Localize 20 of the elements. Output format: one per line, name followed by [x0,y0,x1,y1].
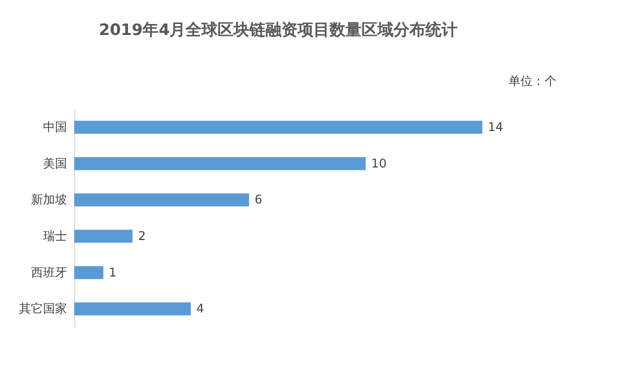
data-label: 14 [488,120,504,134]
data-label: 2 [138,228,146,243]
data-label: 4 [196,302,204,316]
bar [74,157,366,170]
bar [74,266,104,280]
y-tick-label: 西班牙 [31,265,68,280]
y-tick-label: 新加坡 [31,192,68,207]
text: 单位：个 [508,74,557,88]
data-label: 1 [108,265,117,280]
bar [74,193,250,206]
chart-title: 2019年4月全球区块链融资项目数量区域分布统计 [98,20,458,39]
bar [74,120,482,134]
bar [74,302,191,316]
data-label: 10 [371,156,387,170]
bar [74,230,133,243]
data-label: 6 [254,192,262,207]
y-tick-label: 其它国家 [19,302,68,316]
y-tick-label: 美国 [43,156,68,170]
y-tick-label: 中国 [43,120,68,134]
y-tick-label: 瑞士 [43,228,68,243]
